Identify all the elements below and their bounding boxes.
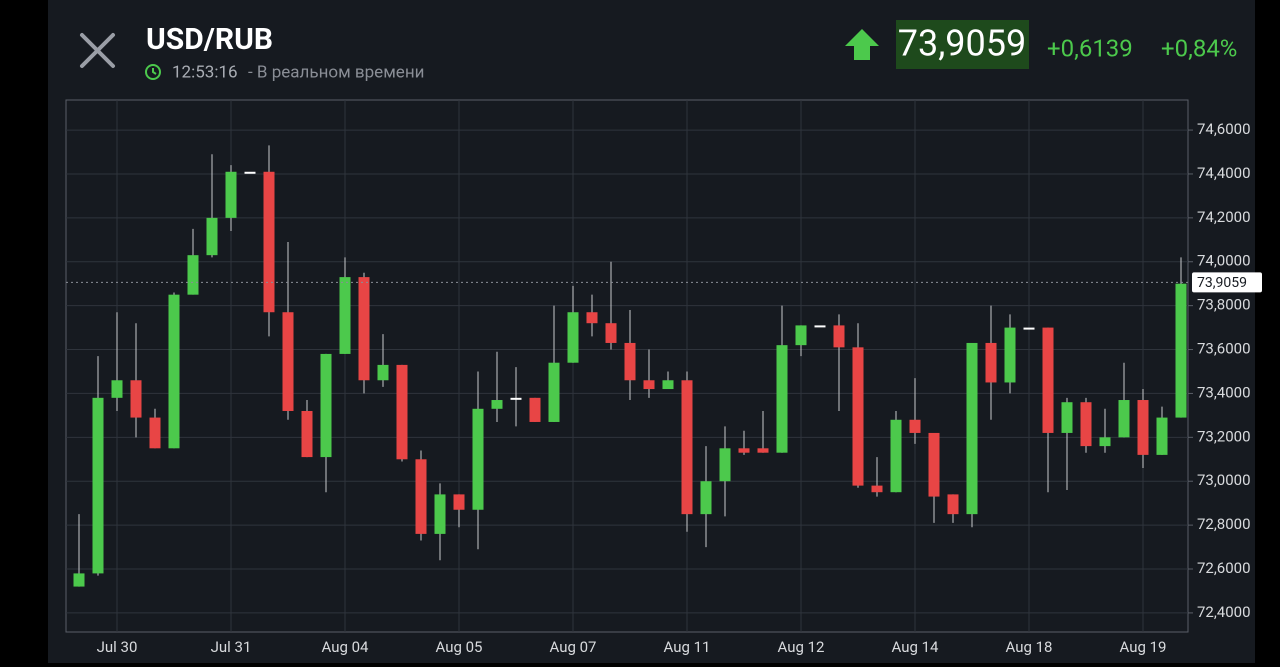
y-tick-label: 73,0000: [1197, 471, 1251, 489]
candle-body: [833, 325, 845, 348]
candle-body: [928, 432, 940, 497]
y-tick-label: 73,6000: [1197, 340, 1251, 358]
candle-body: [244, 171, 256, 174]
candle-body: [472, 408, 484, 510]
price: 73,9059: [898, 23, 1026, 65]
candle-body: [624, 342, 636, 381]
candle-body: [453, 494, 465, 510]
candle-body: [130, 380, 142, 418]
x-tick-label: Aug 14: [892, 638, 940, 656]
x-tick-label: Jul 30: [97, 638, 138, 656]
candle-body: [776, 345, 788, 453]
candle-body: [1118, 400, 1130, 438]
candle-body: [1023, 327, 1035, 330]
price-box: [896, 20, 1029, 69]
candle-body: [966, 342, 978, 515]
candle-body: [510, 397, 522, 400]
change: +0,6139: [1047, 34, 1133, 62]
candle-body: [947, 494, 959, 515]
clock-icon: [145, 64, 161, 80]
status: - В реальном времени: [248, 62, 424, 82]
candle-body: [92, 397, 104, 574]
candle-body: [491, 400, 503, 409]
candle-body: [1137, 400, 1149, 455]
candle-body: [985, 342, 997, 383]
candle-body: [415, 459, 427, 534]
y-tick-label: 72,6000: [1197, 559, 1251, 577]
candle-body: [434, 494, 446, 534]
candle-body: [738, 448, 750, 453]
candle-body: [529, 397, 541, 422]
candle-body: [700, 481, 712, 515]
candle-body: [852, 347, 864, 486]
candle-body: [795, 325, 807, 346]
candle-body: [1061, 402, 1073, 433]
panel: [48, 0, 1255, 663]
candle-body: [586, 312, 598, 324]
candle-body: [149, 417, 161, 449]
candle-body: [548, 362, 560, 422]
time: 12:53:16: [172, 62, 238, 82]
candle-body: [1156, 417, 1168, 455]
x-tick-label: Aug 12: [778, 638, 825, 656]
x-tick-label: Jul 31: [211, 638, 252, 656]
candle-body: [339, 277, 351, 354]
candle-body: [605, 323, 617, 343]
y-tick-label: 74,6000: [1197, 120, 1251, 138]
candle-body: [681, 380, 693, 515]
last-price-label: 73,9059: [1197, 275, 1247, 291]
x-tick-label: Aug 07: [550, 638, 597, 656]
x-tick-label: Aug 11: [664, 638, 711, 656]
y-tick-label: 72,4000: [1197, 603, 1251, 621]
candle-body: [168, 294, 180, 449]
candle-body: [643, 380, 655, 390]
x-tick-label: Aug 04: [322, 638, 370, 656]
change-percent: +0,84%: [1161, 34, 1237, 62]
candle-body: [206, 217, 218, 256]
candle-body: [567, 312, 579, 363]
y-tick-label: 73,2000: [1197, 427, 1251, 445]
candle-body: [1080, 402, 1092, 447]
candle-body: [1099, 437, 1111, 447]
candle-body: [1042, 327, 1054, 433]
candle-body: [320, 353, 332, 458]
candle-body: [187, 255, 199, 295]
y-tick-label: 73,8000: [1197, 296, 1251, 314]
candle-body: [1004, 327, 1016, 383]
candle-body: [814, 325, 826, 328]
candle-body: [225, 171, 237, 218]
candle-body: [871, 485, 883, 493]
candle-body: [111, 380, 123, 398]
candle-body: [301, 410, 313, 458]
candle-body: [909, 419, 921, 433]
candle-body: [377, 364, 389, 381]
y-tick-label: 74,0000: [1197, 252, 1251, 270]
last-price-box: [1192, 272, 1262, 293]
candle-body: [662, 380, 674, 390]
y-tick-label: 74,2000: [1197, 208, 1251, 226]
x-tick-label: Aug 05: [436, 638, 483, 656]
y-tick-label: 72,8000: [1197, 515, 1251, 533]
candle-body: [719, 448, 731, 482]
candle-body: [890, 419, 902, 493]
candle-body: [757, 448, 769, 453]
y-tick-label: 74,4000: [1197, 164, 1251, 182]
candle-body: [1175, 283, 1187, 418]
candle-body: [73, 573, 85, 587]
candle-body: [396, 364, 408, 460]
candle-body: [282, 312, 294, 411]
close-button[interactable]: [80, 33, 115, 68]
x-tick-label: Aug 19: [1120, 638, 1167, 656]
candle-body: [263, 171, 275, 313]
y-tick-label: 73,4000: [1197, 383, 1251, 401]
x-tick-label: Aug 18: [1006, 638, 1053, 656]
plot-frame: [65, 99, 1189, 633]
up-arrow: [845, 29, 879, 60]
symbol: USD/RUB: [146, 22, 273, 57]
candle-body: [358, 277, 370, 381]
